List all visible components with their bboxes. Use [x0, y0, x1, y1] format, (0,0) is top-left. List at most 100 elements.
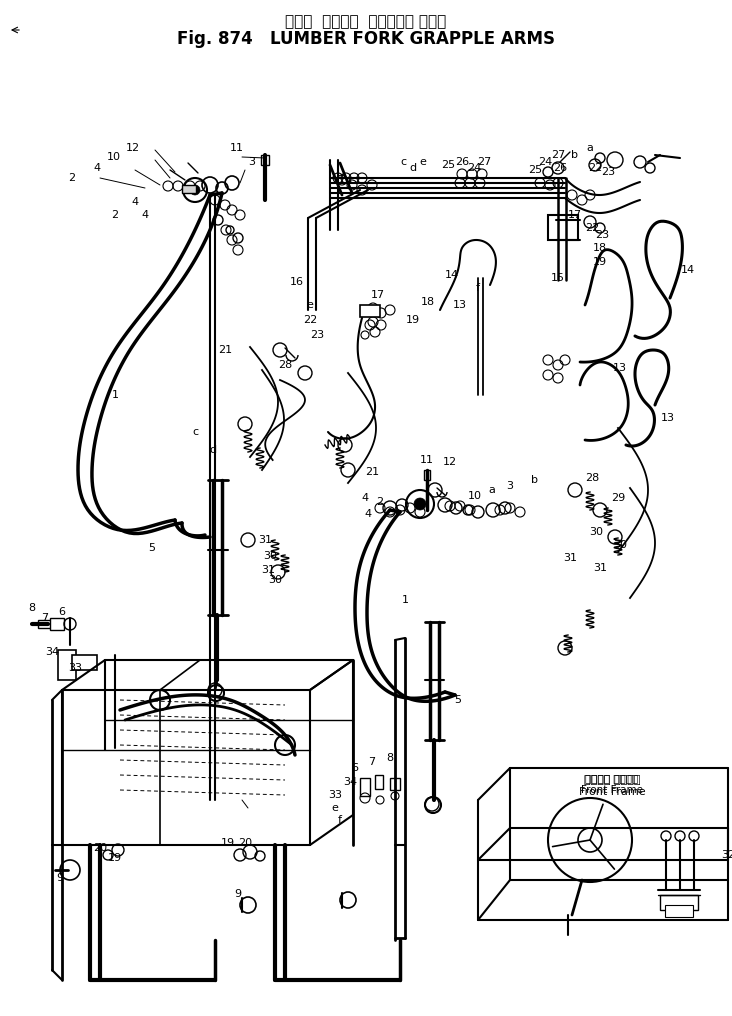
Text: Fig. 874   LUMBER FORK GRAPPLE ARMS: Fig. 874 LUMBER FORK GRAPPLE ARMS [177, 30, 555, 48]
Text: e: e [419, 157, 427, 167]
Text: 19: 19 [221, 838, 235, 848]
Text: 32: 32 [721, 850, 732, 860]
Text: 2: 2 [68, 173, 75, 183]
Text: 13: 13 [453, 300, 467, 310]
Text: 25: 25 [528, 165, 542, 175]
Text: 14: 14 [445, 270, 459, 280]
Circle shape [414, 498, 426, 510]
Text: 7: 7 [368, 757, 376, 767]
Text: 29: 29 [611, 493, 625, 503]
Text: 3: 3 [248, 157, 255, 167]
Bar [38, 620, 58, 628]
Text: 4: 4 [362, 493, 369, 503]
Bar [665, 905, 693, 917]
Text: 13: 13 [613, 363, 627, 373]
Text: f: f [476, 283, 480, 293]
Text: 5: 5 [149, 543, 155, 553]
Bar [261, 155, 269, 165]
Text: 17: 17 [568, 210, 582, 220]
Text: d: d [209, 445, 217, 455]
Text: 30: 30 [268, 575, 282, 585]
Bar [360, 778, 370, 796]
Text: 11: 11 [230, 143, 244, 153]
Text: 1: 1 [401, 595, 408, 605]
Text: f: f [338, 815, 342, 825]
Text: 23: 23 [595, 230, 609, 240]
Text: Front Frame: Front Frame [579, 787, 646, 797]
Text: 10: 10 [468, 491, 482, 501]
Text: 21: 21 [218, 345, 232, 355]
Text: 28: 28 [278, 360, 292, 370]
Bar [424, 470, 430, 480]
Text: a: a [586, 143, 594, 153]
Text: 7: 7 [42, 613, 48, 623]
Text: 11: 11 [420, 455, 434, 465]
Text: 12: 12 [443, 457, 457, 467]
Text: 22: 22 [588, 163, 602, 173]
Text: 30: 30 [263, 551, 277, 561]
Text: 30: 30 [589, 527, 603, 537]
Text: c: c [192, 427, 198, 437]
Bar [360, 305, 380, 317]
Text: 24: 24 [467, 163, 481, 173]
Text: 12: 12 [126, 143, 140, 153]
Text: 10: 10 [107, 152, 121, 162]
Text: 20: 20 [238, 838, 252, 848]
Text: 34: 34 [343, 777, 357, 787]
Text: フロント フレーム: フロント フレーム [583, 775, 640, 785]
Text: 2: 2 [376, 497, 384, 507]
Text: 6: 6 [59, 607, 65, 617]
Bar [182, 185, 196, 193]
Text: 33: 33 [328, 790, 342, 800]
Text: b: b [531, 475, 539, 485]
Text: 3: 3 [507, 481, 514, 491]
Text: 19: 19 [593, 257, 607, 267]
Text: 33: 33 [68, 663, 82, 673]
Text: 18: 18 [421, 297, 435, 307]
Text: 21: 21 [365, 467, 379, 477]
Text: b: b [572, 150, 578, 160]
Text: 20: 20 [93, 843, 107, 853]
Text: 26: 26 [553, 163, 567, 173]
Text: 5: 5 [455, 695, 461, 705]
Text: 4: 4 [365, 509, 372, 519]
Text: 28: 28 [585, 473, 599, 483]
Text: 14: 14 [681, 265, 695, 275]
Text: 31: 31 [261, 565, 275, 575]
Text: 24: 24 [538, 157, 552, 167]
Text: a: a [488, 485, 496, 495]
Text: 27: 27 [551, 150, 565, 160]
Text: 25: 25 [441, 160, 455, 170]
Bar [72, 655, 97, 670]
Text: 6: 6 [351, 763, 359, 773]
Text: 13: 13 [661, 412, 675, 423]
Text: 30: 30 [613, 539, 627, 550]
Text: 31: 31 [258, 535, 272, 545]
Text: 1: 1 [111, 390, 119, 400]
Text: 23: 23 [601, 167, 615, 177]
Circle shape [190, 185, 200, 195]
Bar [390, 778, 400, 790]
Text: 4: 4 [94, 163, 100, 173]
Bar [375, 775, 383, 789]
Text: 4: 4 [141, 210, 149, 220]
Text: 19: 19 [406, 315, 420, 325]
Text: フロント フレーム: フロント フレーム [586, 773, 638, 783]
Bar [58, 650, 76, 680]
Text: 2: 2 [111, 210, 119, 220]
Text: 23: 23 [310, 330, 324, 340]
Text: Front Frame: Front Frame [581, 785, 643, 795]
Bar [660, 895, 698, 910]
Text: 27: 27 [477, 157, 491, 167]
Bar [548, 215, 578, 240]
Text: 8: 8 [29, 604, 36, 613]
Text: 26: 26 [455, 157, 469, 167]
Text: ランバ  フォーク  グラップル アーム: ランバ フォーク グラップル アーム [285, 14, 447, 29]
Text: e: e [332, 803, 338, 813]
Text: e: e [307, 300, 313, 310]
Text: 31: 31 [593, 563, 607, 573]
Text: 15: 15 [551, 273, 565, 283]
Text: c: c [400, 157, 406, 167]
Text: 17: 17 [371, 290, 385, 300]
Text: 9: 9 [234, 889, 242, 899]
